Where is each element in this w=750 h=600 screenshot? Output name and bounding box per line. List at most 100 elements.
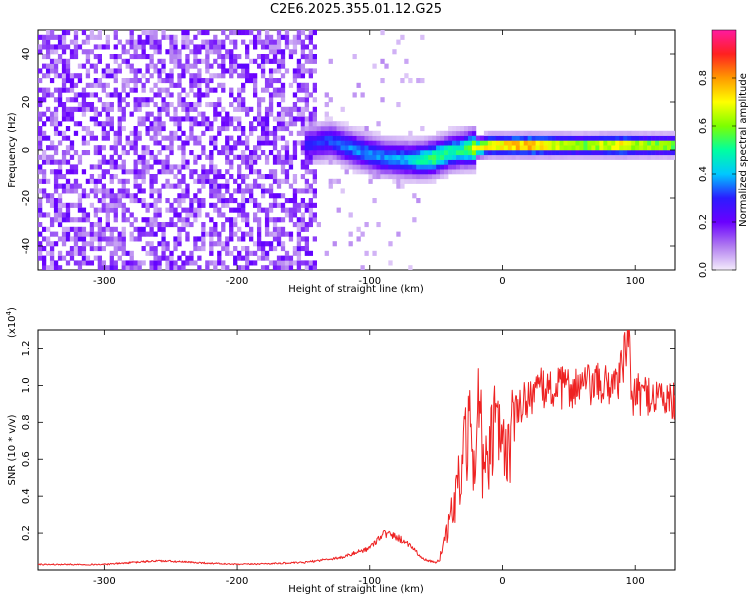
spectrogram-cell <box>392 178 397 184</box>
spectrogram-cell <box>551 130 556 136</box>
spectrogram-cell <box>368 164 373 170</box>
spectrogram-cell <box>499 154 505 160</box>
spectrogram-cell <box>563 154 568 160</box>
spectrogram-cell <box>229 217 234 223</box>
spectrogram-cell <box>53 207 59 213</box>
spectrogram-cell <box>372 169 377 175</box>
spectrogram-cell <box>161 250 166 256</box>
spectrogram-cell <box>125 58 130 64</box>
spectrogram-cell <box>61 202 67 208</box>
spectrogram-cell <box>221 116 226 122</box>
spectrogram-cell <box>483 145 489 151</box>
spectrogram-cell <box>241 188 246 194</box>
spectrogram-cell <box>41 39 47 45</box>
spectrogram-cell <box>260 255 266 261</box>
spectrogram-cell <box>77 202 83 208</box>
spectrogram-cell <box>328 121 333 127</box>
spectrogram-cell <box>456 169 461 175</box>
spectrogram-cell <box>328 145 333 151</box>
spectrogram-cell <box>535 154 540 160</box>
spectrogram-cell <box>280 58 286 64</box>
spectrogram-cell <box>189 39 194 45</box>
spectrogram-cell <box>256 102 262 108</box>
spectrogram-cell <box>292 154 298 160</box>
spectrogram-cell <box>252 159 258 165</box>
spectrogram-cell <box>495 135 501 141</box>
spectrogram-cell <box>643 150 648 156</box>
spectrogram-cell <box>181 154 186 160</box>
spectrogram-cell <box>193 34 198 40</box>
spectrogram-cell <box>229 58 234 64</box>
spectrogram-cell <box>304 188 310 194</box>
spectrogram-cell <box>137 44 142 50</box>
spectrogram-cell <box>177 145 182 151</box>
spectrogram-cell <box>57 39 63 45</box>
spectrogram-cell <box>38 188 43 194</box>
spectrogram-cell <box>81 106 87 112</box>
spectrogram-cell <box>408 154 413 160</box>
spectrogram-cell <box>77 250 83 256</box>
spectrogram-cell <box>133 260 138 266</box>
spectrogram-cell <box>444 159 449 165</box>
spectrogram-cell <box>69 54 75 60</box>
spectrogram-cell <box>181 44 186 50</box>
spectrogram-cell <box>304 265 310 270</box>
spectrogram-cell <box>85 39 91 45</box>
spectrogram-cell <box>280 111 286 117</box>
spectrogram-cell <box>320 135 325 141</box>
spectrogram-cell <box>292 44 298 50</box>
spectrogram-cell <box>157 193 162 199</box>
spectrogram-cell <box>45 73 51 79</box>
spectrogram-cell <box>659 135 664 141</box>
spectrogram-cell <box>312 159 317 165</box>
spectrogram-cell <box>153 154 158 160</box>
spectrogram-cell <box>547 150 552 156</box>
spectrogram-cell <box>49 193 55 199</box>
spectrogram-cell <box>117 97 122 103</box>
spectrogram-cell <box>129 54 134 60</box>
spectrogram-cell <box>61 30 67 36</box>
spectrogram-cell <box>105 82 110 88</box>
spectrogram-cell <box>364 222 369 228</box>
spectrogram-cell <box>432 154 437 160</box>
spectrogram-cell <box>193 241 198 247</box>
spectrogram-cell <box>535 135 540 141</box>
spectrogram-cell <box>145 30 150 36</box>
spectrogram-cell <box>61 159 67 165</box>
spectrogram-cell <box>241 97 246 103</box>
spectrogram-cell <box>384 164 389 170</box>
spectrogram-cell <box>38 231 43 237</box>
spectrogram-cell <box>197 236 202 242</box>
spectrogram-cell <box>264 111 270 117</box>
spectrogram-cell <box>97 217 102 223</box>
spectrogram-cell <box>356 154 361 160</box>
spectrogram-cell <box>312 150 317 156</box>
spectrogram-cell <box>316 222 321 228</box>
spectrogram-cell <box>284 255 290 261</box>
spectrogram-cell <box>615 140 620 146</box>
spectrogram-cell <box>643 130 648 136</box>
spectrogram-cell <box>69 188 75 194</box>
spectrogram-cell <box>205 82 210 88</box>
spectrogram-cell <box>304 202 310 208</box>
spectrogram-cell <box>38 116 43 122</box>
spectrogram-cell <box>173 116 178 122</box>
spectrogram-cell <box>356 236 361 242</box>
spectrogram-cell <box>69 97 75 103</box>
spectrogram-cell <box>432 150 437 156</box>
spectrogram-cell <box>117 130 122 136</box>
spectrogram-cell <box>292 250 298 256</box>
spectrogram-cell <box>655 150 660 156</box>
spectrogram-cell <box>197 202 202 208</box>
spectrogram-cell <box>49 260 55 266</box>
spectrogram-cell <box>49 58 55 64</box>
spectrogram-cell <box>97 207 102 213</box>
spectrogram-cell <box>312 44 317 50</box>
spectrogram-cell <box>109 207 114 213</box>
spectrogram-cell <box>463 164 469 170</box>
spectrogram-cell <box>268 231 274 237</box>
spectrogram-cell <box>408 150 413 156</box>
spectrogram-cell <box>109 54 114 60</box>
spectrogram-cell <box>201 116 206 122</box>
spectrogram-cell <box>444 135 449 141</box>
